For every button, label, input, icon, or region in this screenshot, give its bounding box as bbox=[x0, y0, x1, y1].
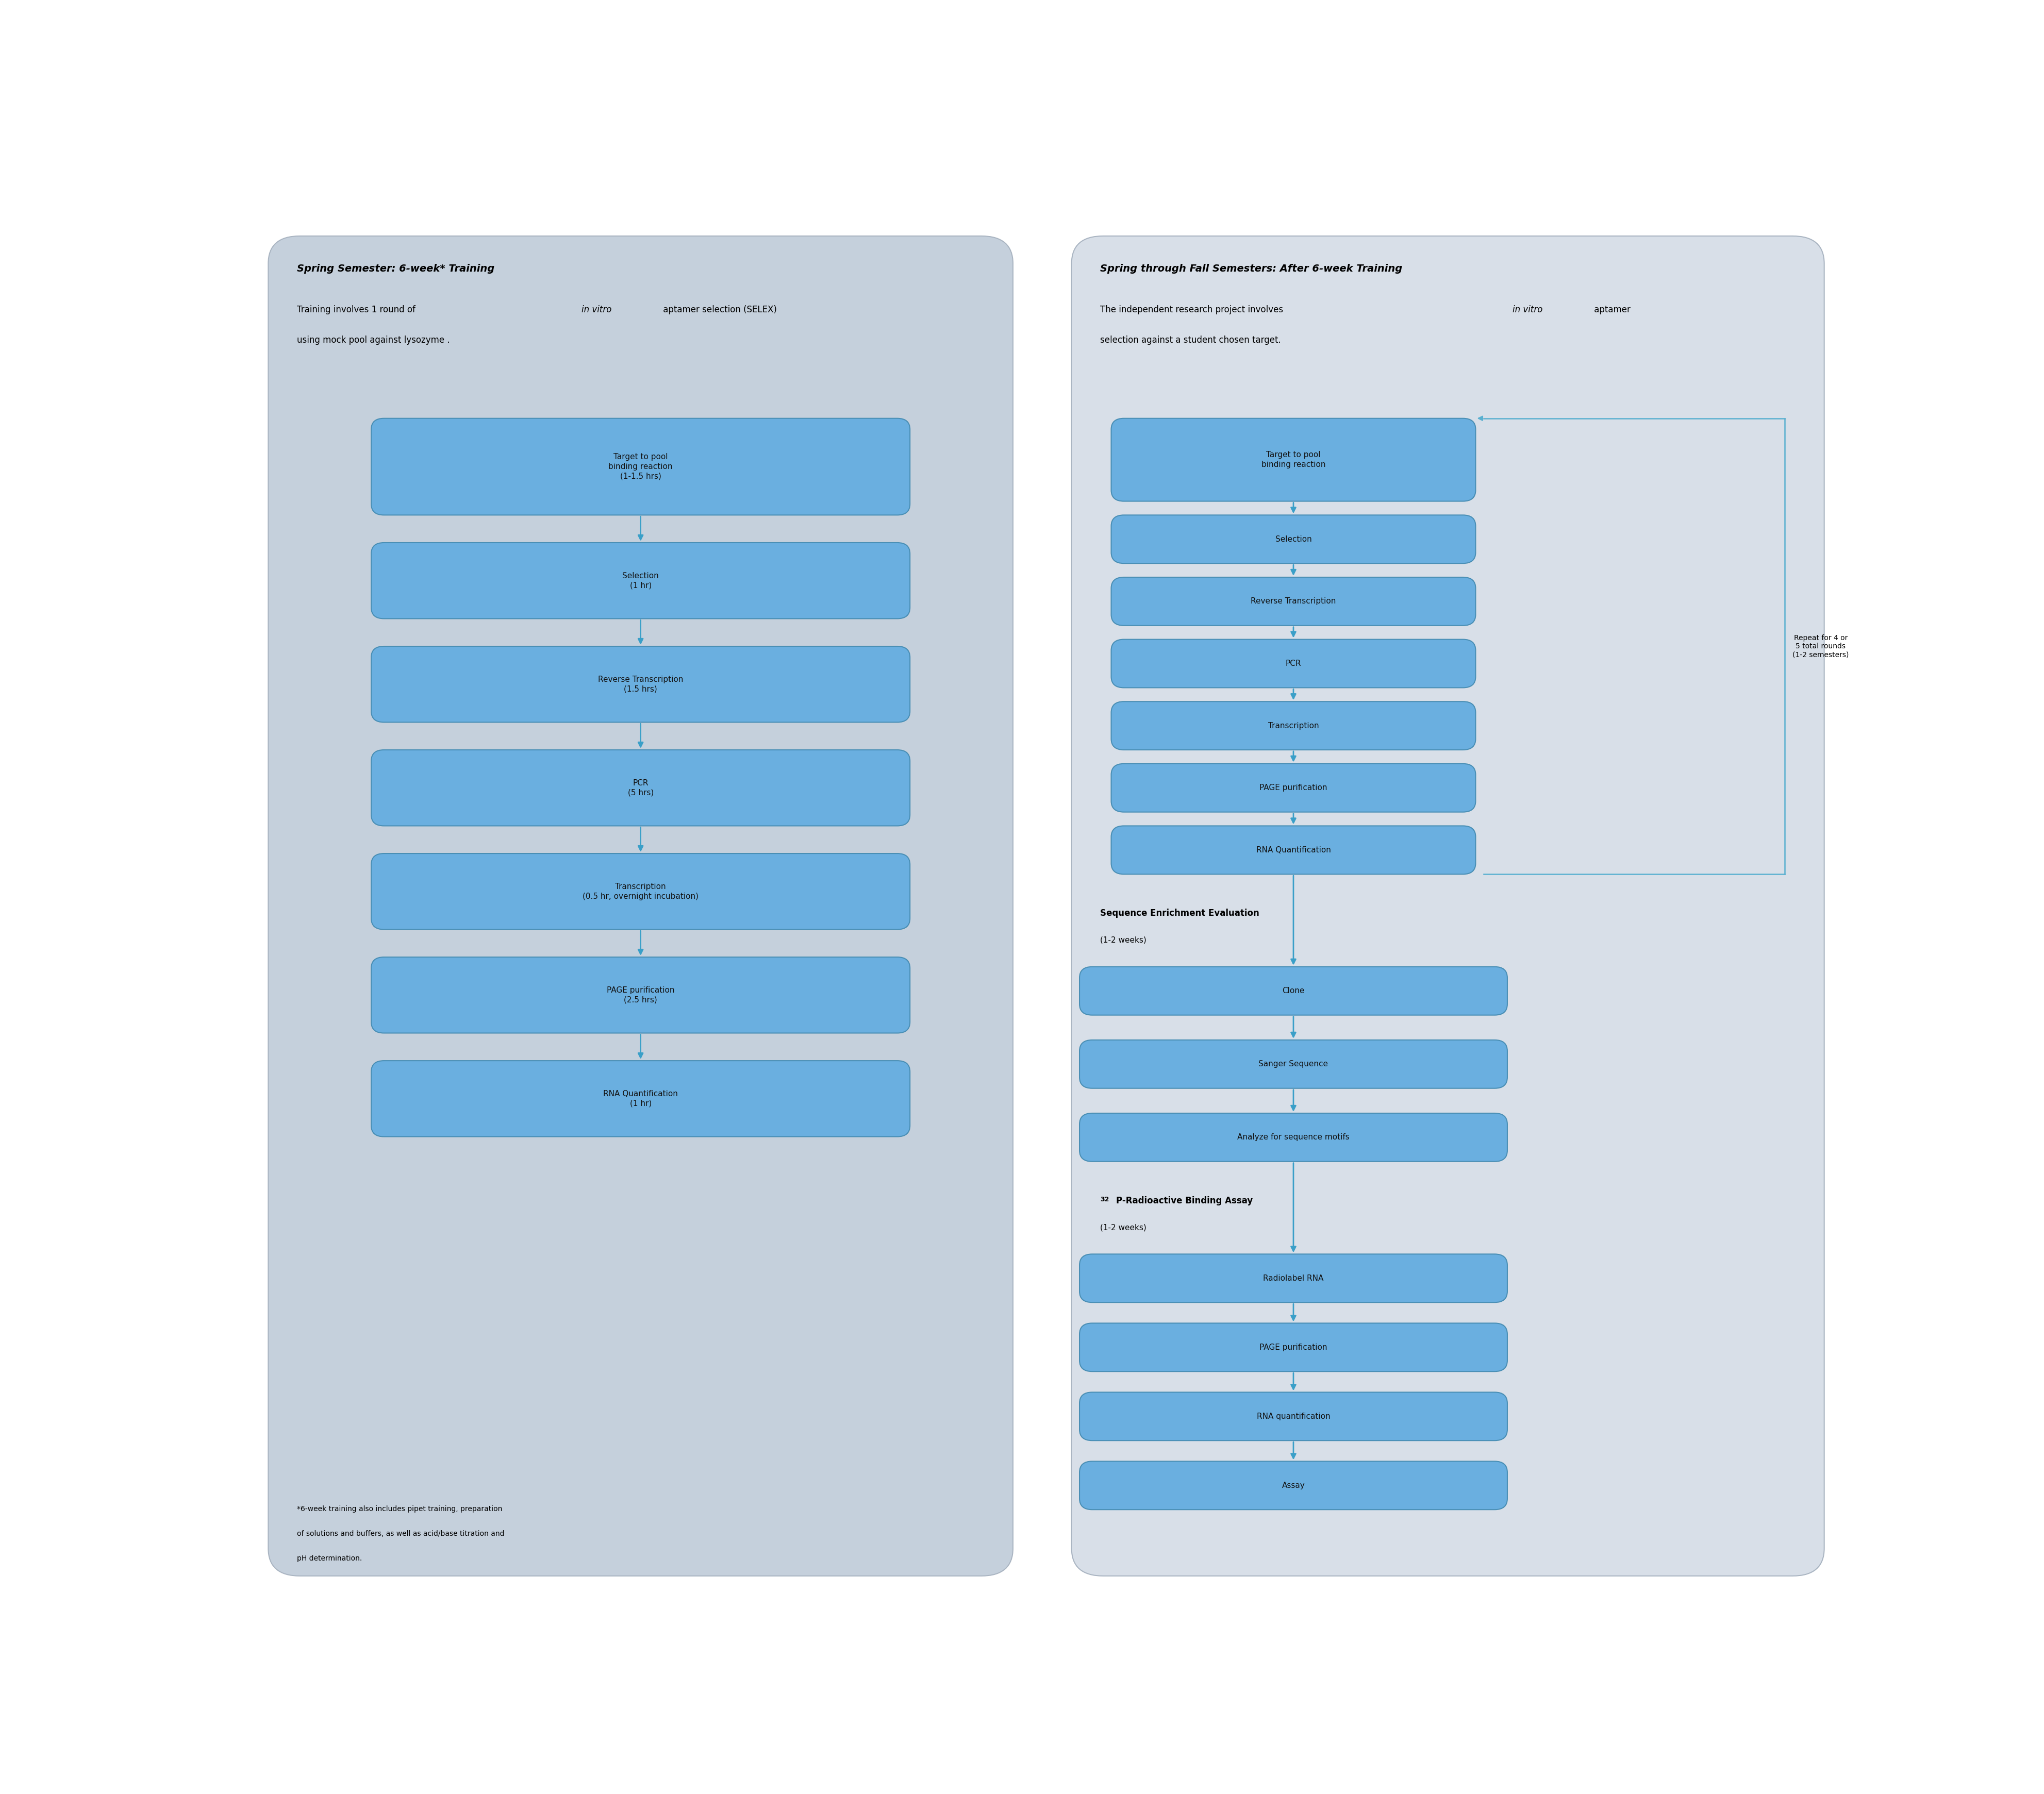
FancyBboxPatch shape bbox=[1112, 639, 1476, 687]
Text: Reverse Transcription
(1.5 hrs): Reverse Transcription (1.5 hrs) bbox=[597, 676, 683, 692]
Text: of solutions and buffers, as well as acid/base titration and: of solutions and buffers, as well as aci… bbox=[296, 1530, 505, 1537]
Text: Training involves 1 round of: Training involves 1 round of bbox=[296, 305, 417, 314]
Text: pH determination.: pH determination. bbox=[296, 1555, 362, 1563]
Text: Radiolabel RNA: Radiolabel RNA bbox=[1263, 1274, 1322, 1283]
FancyBboxPatch shape bbox=[1079, 1392, 1506, 1441]
Text: Spring through Fall Semesters: After 6-week Training: Spring through Fall Semesters: After 6-w… bbox=[1100, 264, 1402, 273]
FancyBboxPatch shape bbox=[372, 956, 910, 1033]
FancyBboxPatch shape bbox=[1079, 1324, 1506, 1371]
Text: *6-week training also includes pipet training, preparation: *6-week training also includes pipet tra… bbox=[296, 1505, 503, 1512]
Text: Transcription: Transcription bbox=[1267, 721, 1318, 730]
FancyBboxPatch shape bbox=[1079, 1041, 1506, 1089]
Text: Selection
(1 hr): Selection (1 hr) bbox=[621, 572, 658, 588]
Text: PCR: PCR bbox=[1286, 660, 1300, 667]
Text: PAGE purification: PAGE purification bbox=[1259, 784, 1327, 791]
Text: in vitro: in vitro bbox=[580, 305, 611, 314]
Text: RNA Quantification
(1 hr): RNA Quantification (1 hr) bbox=[603, 1091, 679, 1107]
FancyBboxPatch shape bbox=[1079, 1112, 1506, 1161]
FancyBboxPatch shape bbox=[1079, 1462, 1506, 1509]
Text: Analyze for sequence motifs: Analyze for sequence motifs bbox=[1237, 1134, 1349, 1141]
FancyBboxPatch shape bbox=[1071, 237, 1823, 1575]
Text: in vitro: in vitro bbox=[1513, 305, 1543, 314]
Text: RNA Quantification: RNA Quantification bbox=[1255, 847, 1331, 854]
FancyBboxPatch shape bbox=[1112, 825, 1476, 874]
Text: Sanger Sequence: Sanger Sequence bbox=[1259, 1060, 1329, 1067]
Text: (1-2 weeks): (1-2 weeks) bbox=[1100, 936, 1147, 944]
Text: Transcription
(0.5 hr, overnight incubation): Transcription (0.5 hr, overnight incubat… bbox=[583, 883, 699, 901]
FancyBboxPatch shape bbox=[372, 646, 910, 723]
FancyBboxPatch shape bbox=[1079, 1254, 1506, 1302]
Text: Sequence Enrichment Evaluation: Sequence Enrichment Evaluation bbox=[1100, 910, 1259, 919]
Text: PCR
(5 hrs): PCR (5 hrs) bbox=[628, 779, 654, 797]
FancyBboxPatch shape bbox=[1112, 701, 1476, 750]
Text: P-Radioactive Binding Assay: P-Radioactive Binding Assay bbox=[1116, 1197, 1253, 1206]
FancyBboxPatch shape bbox=[372, 418, 910, 515]
Text: Target to pool
binding reaction: Target to pool binding reaction bbox=[1261, 450, 1325, 468]
FancyBboxPatch shape bbox=[1112, 578, 1476, 626]
Text: Assay: Assay bbox=[1282, 1482, 1304, 1489]
Text: RNA quantification: RNA quantification bbox=[1257, 1412, 1331, 1421]
Text: Repeat for 4 or
5 total rounds
(1-2 semesters): Repeat for 4 or 5 total rounds (1-2 seme… bbox=[1793, 635, 1848, 658]
FancyBboxPatch shape bbox=[372, 542, 910, 619]
Text: 32: 32 bbox=[1100, 1197, 1108, 1202]
FancyBboxPatch shape bbox=[268, 237, 1012, 1575]
Text: Spring Semester: 6-week* Training: Spring Semester: 6-week* Training bbox=[296, 264, 495, 273]
Text: selection against a student chosen target.: selection against a student chosen targe… bbox=[1100, 335, 1282, 344]
FancyBboxPatch shape bbox=[1112, 418, 1476, 501]
FancyBboxPatch shape bbox=[372, 750, 910, 825]
Text: PAGE purification
(2.5 hrs): PAGE purification (2.5 hrs) bbox=[607, 987, 675, 1003]
Text: Selection: Selection bbox=[1275, 535, 1312, 544]
FancyBboxPatch shape bbox=[372, 854, 910, 929]
Text: aptamer: aptamer bbox=[1590, 305, 1629, 314]
Text: The independent research project involves: The independent research project involve… bbox=[1100, 305, 1286, 314]
Text: PAGE purification: PAGE purification bbox=[1259, 1344, 1327, 1351]
FancyBboxPatch shape bbox=[1112, 515, 1476, 563]
Text: (1-2 weeks): (1-2 weeks) bbox=[1100, 1224, 1147, 1231]
FancyBboxPatch shape bbox=[1079, 967, 1506, 1015]
Text: Clone: Clone bbox=[1282, 987, 1304, 996]
FancyBboxPatch shape bbox=[372, 1060, 910, 1137]
FancyBboxPatch shape bbox=[1112, 764, 1476, 813]
Text: Target to pool
binding reaction
(1-1.5 hrs): Target to pool binding reaction (1-1.5 h… bbox=[609, 454, 672, 481]
Text: Reverse Transcription: Reverse Transcription bbox=[1251, 597, 1335, 605]
Text: using mock pool against lysozyme .: using mock pool against lysozyme . bbox=[296, 335, 450, 344]
Text: aptamer selection (SELEX): aptamer selection (SELEX) bbox=[660, 305, 777, 314]
